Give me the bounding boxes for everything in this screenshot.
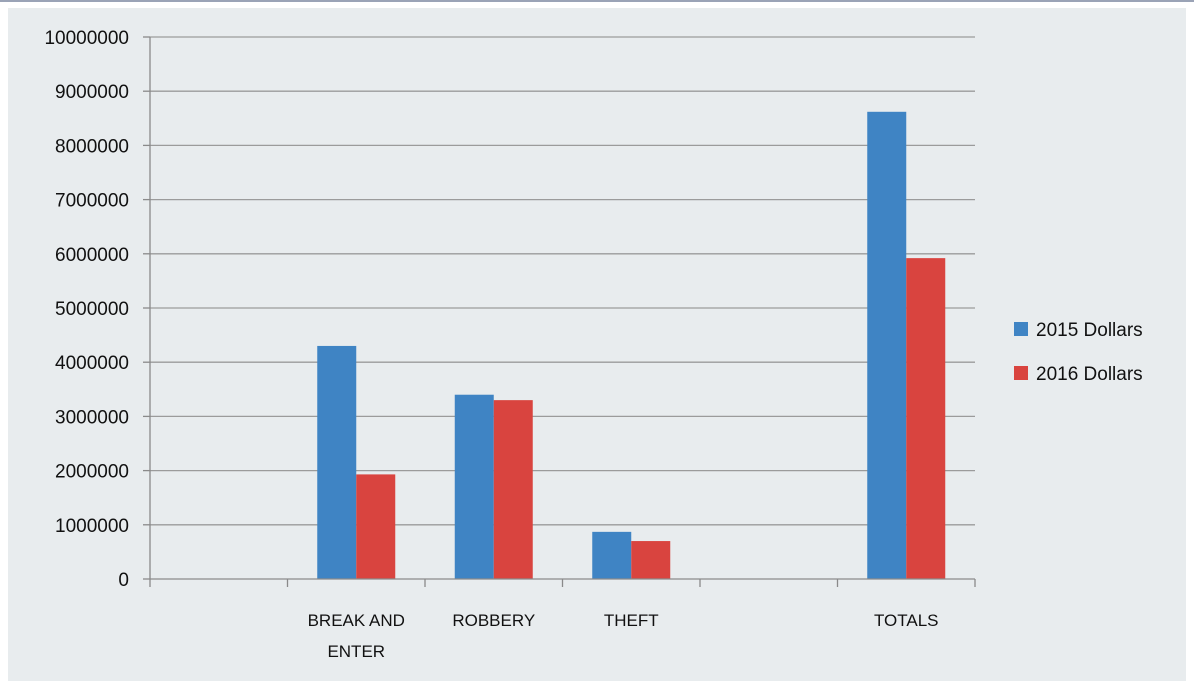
x-category-label: ENTER xyxy=(327,642,385,661)
legend-swatch xyxy=(1014,366,1028,380)
scan-edge xyxy=(0,0,1194,2)
gridlines xyxy=(150,36,975,526)
legend: 2015 Dollars 2016 Dollars xyxy=(1014,320,1143,385)
x-category-label: THEFT xyxy=(604,611,659,630)
y-tick-label: 2000000 xyxy=(55,462,129,483)
y-tick-label: 4000000 xyxy=(55,353,129,374)
legend-label: 2015 Dollars xyxy=(1036,320,1143,341)
legend-label: 2016 Dollars xyxy=(1036,364,1143,385)
bar-2015-dollars xyxy=(867,111,907,580)
y-tick-label: 10000000 xyxy=(44,28,129,49)
y-tick-label: 7000000 xyxy=(55,191,129,212)
y-tick-label: 0 xyxy=(118,570,129,591)
bar-2015-dollars xyxy=(592,531,632,579)
x-category-label: ROBBERY xyxy=(452,611,535,630)
bar-2015-dollars xyxy=(454,394,494,579)
y-tick-label: 1000000 xyxy=(55,516,129,537)
bar-2015-dollars xyxy=(317,345,357,579)
bar-2016-dollars xyxy=(493,400,533,579)
bars xyxy=(317,111,946,580)
x-category-label: TOTALS xyxy=(874,611,939,630)
y-tick-label: 8000000 xyxy=(55,136,129,157)
x-category-label: BREAK AND xyxy=(308,611,405,630)
y-tick-label: 9000000 xyxy=(55,82,129,103)
y-tick-labels: 0 1000000 2000000 3000000 4000000 5000000 6000… xyxy=(44,28,129,591)
legend-swatch xyxy=(1014,322,1028,336)
axes xyxy=(143,36,976,587)
y-tick-label: 3000000 xyxy=(55,407,129,428)
bar-2016-dollars xyxy=(356,474,396,579)
bar-2016-dollars xyxy=(631,541,671,579)
y-tick-label: 6000000 xyxy=(55,245,129,266)
bar-2016-dollars xyxy=(906,258,946,579)
x-tick-labels: BREAK AND ENTER ROBBERY THEFT TOTALS xyxy=(308,611,939,661)
y-tick-label: 5000000 xyxy=(55,299,129,320)
